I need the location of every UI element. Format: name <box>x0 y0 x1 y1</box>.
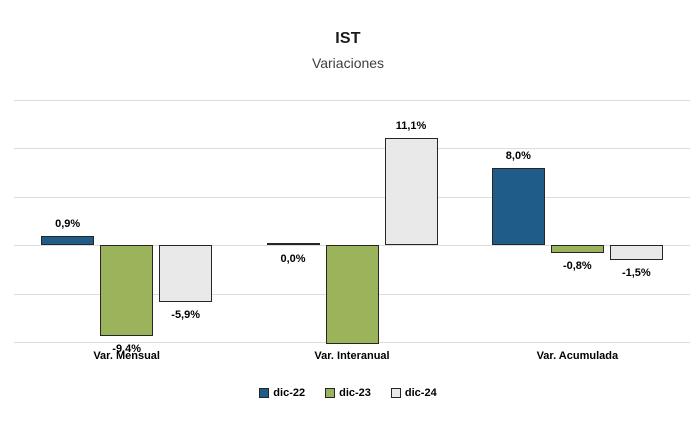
bar-label: -1,5% <box>621 266 651 279</box>
legend-item: dic-23 <box>325 387 371 399</box>
bar <box>100 245 154 337</box>
category-label: Var. Mensual <box>93 350 160 362</box>
bar-label: 0,0% <box>280 253 306 266</box>
legend-label: dic-23 <box>339 387 371 399</box>
bar-label: -0,8% <box>562 259 592 272</box>
chart-subtitle: Variaciones <box>311 55 385 71</box>
legend: dic-22 dic-23 dic-24 <box>0 387 696 399</box>
legend-label: dic-22 <box>273 387 306 399</box>
gridline <box>14 148 690 150</box>
legend-label: dic-24 <box>404 387 437 399</box>
bar <box>491 167 545 246</box>
bar <box>159 245 213 303</box>
legend-swatch <box>325 388 336 398</box>
bar <box>384 137 438 246</box>
bar-label: -9,4% <box>112 343 142 356</box>
gridline <box>14 196 690 198</box>
legend-item: dic-24 <box>390 387 437 399</box>
bar-label: 11,1% <box>395 119 427 132</box>
chart-title: IST <box>335 30 361 47</box>
category-label: Var. Interanual <box>314 350 390 362</box>
bar-label: 0,9% <box>55 218 81 231</box>
bar <box>550 245 604 253</box>
bar <box>609 245 663 260</box>
gridline <box>14 100 690 101</box>
bar <box>325 245 379 344</box>
legend-item: dic-22 <box>259 387 305 399</box>
legend-swatch <box>259 388 270 398</box>
bar <box>266 243 320 246</box>
bar-label: 8,0% <box>505 149 531 162</box>
category-label: Var. Acumulada <box>536 350 619 362</box>
bar <box>41 236 95 246</box>
bar-label: -5,9% <box>171 309 201 322</box>
legend-swatch <box>390 388 401 398</box>
